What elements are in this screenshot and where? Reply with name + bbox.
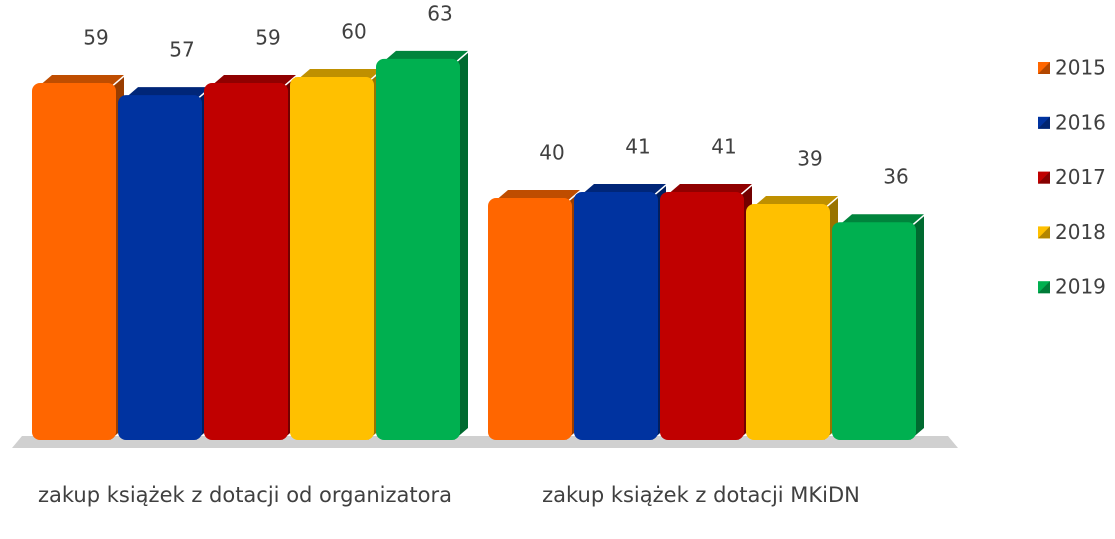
legend-label: 2017 bbox=[1055, 165, 1106, 189]
legend-swatch-shade bbox=[1038, 171, 1050, 184]
category-label: zakup książek z dotacji od organizatora bbox=[38, 483, 452, 507]
value-label: 39 bbox=[797, 147, 822, 171]
category-label: zakup książek z dotacji MKiDN bbox=[542, 483, 860, 507]
value-label: 59 bbox=[255, 26, 280, 50]
bar bbox=[746, 204, 830, 440]
value-label: 59 bbox=[83, 26, 108, 50]
legend-label: 2019 bbox=[1055, 275, 1106, 299]
value-label: 36 bbox=[883, 165, 908, 189]
value-label: 41 bbox=[711, 134, 736, 158]
value-label: 63 bbox=[427, 1, 452, 25]
bar bbox=[118, 95, 202, 441]
bar bbox=[204, 83, 288, 441]
value-label: 40 bbox=[539, 141, 564, 165]
bar bbox=[290, 77, 374, 440]
value-label: 60 bbox=[341, 20, 366, 44]
legend-swatch-shade bbox=[1038, 116, 1050, 129]
legend-swatch-shade bbox=[1038, 62, 1050, 74]
legend-label: 2015 bbox=[1055, 56, 1106, 80]
bar bbox=[832, 222, 916, 440]
bar bbox=[32, 83, 116, 441]
value-label: 57 bbox=[169, 38, 194, 62]
bar bbox=[376, 58, 460, 440]
legend-label: 2016 bbox=[1055, 110, 1106, 134]
value-label: 41 bbox=[625, 134, 650, 158]
bar bbox=[660, 191, 744, 440]
bar bbox=[488, 198, 572, 440]
legend-label: 2018 bbox=[1055, 220, 1106, 244]
bar bbox=[574, 191, 658, 440]
legend-swatch-shade bbox=[1038, 226, 1050, 239]
legend-swatch-shade bbox=[1038, 281, 1050, 294]
